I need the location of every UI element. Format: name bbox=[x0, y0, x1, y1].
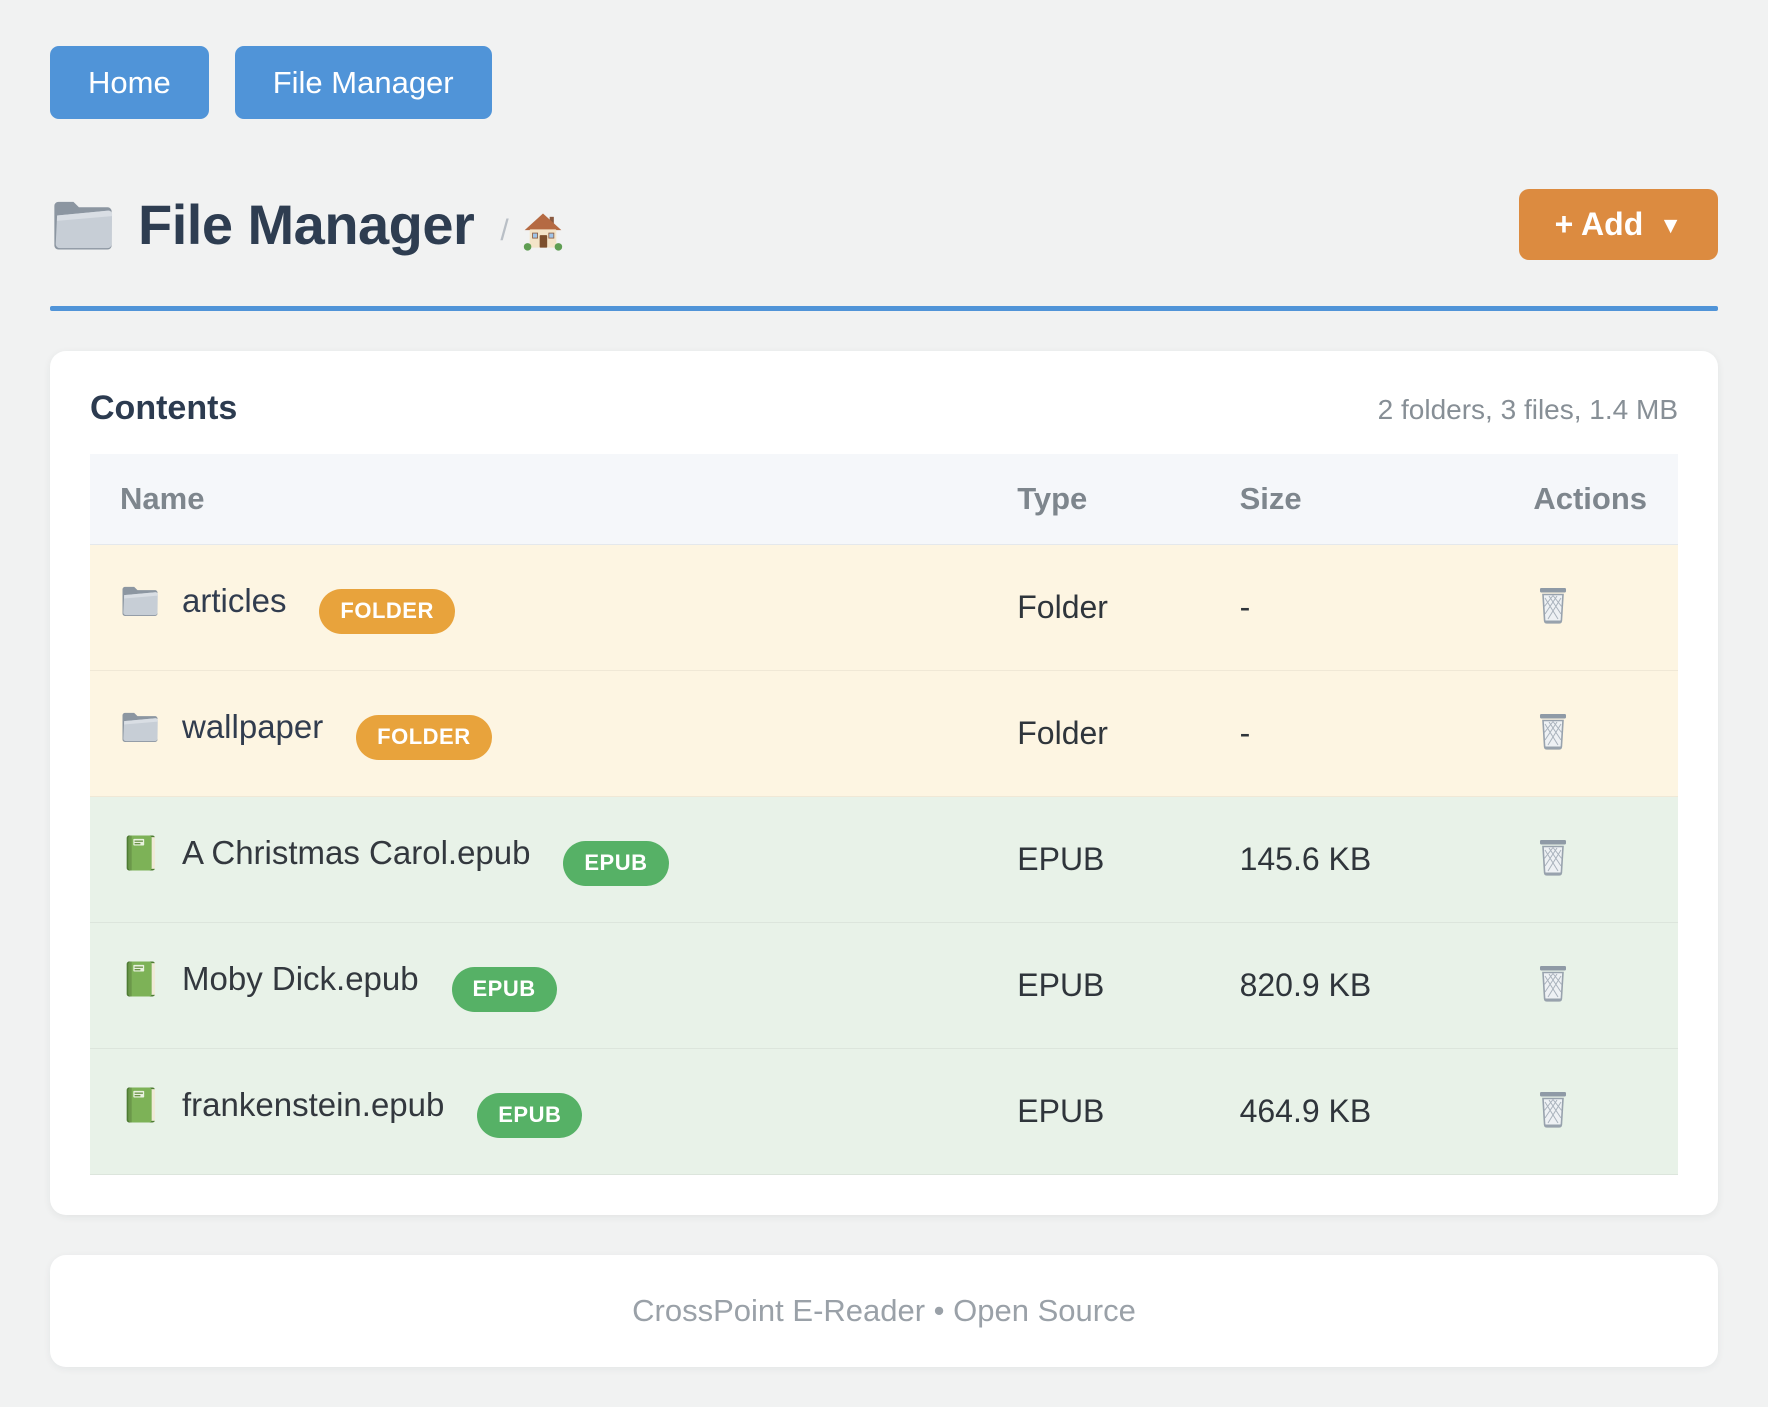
book-icon bbox=[120, 1085, 160, 1125]
type-cell: EPUB bbox=[987, 796, 1210, 924]
add-button[interactable]: + Add ▼ bbox=[1518, 189, 1718, 261]
item-name: wallpaper bbox=[182, 708, 324, 746]
actions-cell bbox=[1503, 922, 1678, 1050]
type-badge: EPUB bbox=[563, 841, 669, 887]
title-wrap: File Manager bbox=[50, 192, 475, 257]
name-cell: A Christmas Carol.epub EPUB bbox=[90, 796, 988, 924]
actions-cell bbox=[1503, 670, 1678, 798]
page-header: File Manager / + Add ▼ bbox=[50, 189, 1718, 261]
breadcrumb: / bbox=[500, 211, 562, 251]
type-cell: EPUB bbox=[987, 1048, 1210, 1176]
trash-icon bbox=[1535, 837, 1571, 877]
type-cell: EPUB bbox=[987, 922, 1210, 1050]
chevron-down-icon: ▼ bbox=[1659, 212, 1682, 239]
name-cell: frankenstein.epub EPUB bbox=[90, 1048, 988, 1176]
type-badge: EPUB bbox=[451, 967, 557, 1013]
table-row: Moby Dick.epub EPUB EPUB 820.9 KB bbox=[90, 922, 1678, 1050]
contents-card: Contents 2 folders, 3 files, 1.4 MB Name… bbox=[50, 351, 1718, 1216]
type-badge: EPUB bbox=[477, 1093, 583, 1139]
size-cell: 464.9 KB bbox=[1209, 1048, 1504, 1176]
home-nav-button[interactable]: Home bbox=[50, 46, 209, 120]
file-link[interactable]: Moby Dick.epub bbox=[120, 959, 419, 999]
folder-link[interactable]: wallpaper bbox=[120, 707, 323, 747]
actions-cell bbox=[1503, 544, 1678, 672]
footer-card: CrossPoint E-Reader • Open Source bbox=[50, 1255, 1718, 1368]
type-badge: FOLDER bbox=[319, 589, 455, 635]
book-icon bbox=[120, 833, 160, 873]
footer-text: CrossPoint E-Reader • Open Source bbox=[632, 1293, 1136, 1329]
column-header-type: Type bbox=[987, 454, 1210, 546]
folder-icon bbox=[120, 581, 160, 621]
delete-button[interactable] bbox=[1533, 583, 1573, 627]
column-header-actions: Actions bbox=[1503, 454, 1678, 546]
delete-button[interactable] bbox=[1533, 709, 1573, 753]
trash-icon bbox=[1535, 1089, 1571, 1129]
table-row: A Christmas Carol.epub EPUB EPUB 145.6 K… bbox=[90, 796, 1678, 924]
size-cell: 820.9 KB bbox=[1209, 922, 1504, 1050]
page-title: File Manager bbox=[138, 193, 475, 257]
add-button-label: + Add bbox=[1554, 206, 1644, 243]
folder-icon bbox=[50, 195, 116, 255]
delete-button[interactable] bbox=[1533, 1087, 1573, 1131]
breadcrumb-separator: / bbox=[500, 213, 509, 247]
header-divider bbox=[50, 306, 1718, 312]
file-link[interactable]: frankenstein.epub bbox=[120, 1085, 444, 1125]
size-cell: 145.6 KB bbox=[1209, 796, 1504, 924]
name-cell: Moby Dick.epub EPUB bbox=[90, 922, 988, 1050]
item-name: Moby Dick.epub bbox=[182, 960, 419, 998]
file-manager-nav-button[interactable]: File Manager bbox=[234, 46, 492, 120]
folder-link[interactable]: articles bbox=[120, 581, 287, 621]
size-cell: - bbox=[1209, 544, 1504, 672]
name-cell: wallpaper FOLDER bbox=[90, 670, 988, 798]
contents-title: Contents bbox=[90, 389, 238, 428]
item-name: A Christmas Carol.epub bbox=[182, 834, 531, 872]
top-nav: Home File Manager bbox=[50, 46, 1718, 120]
trash-icon bbox=[1535, 711, 1571, 751]
delete-button[interactable] bbox=[1533, 961, 1573, 1005]
trash-icon bbox=[1535, 585, 1571, 625]
column-header-name: Name bbox=[90, 454, 988, 546]
actions-cell bbox=[1503, 796, 1678, 924]
contents-summary: 2 folders, 3 files, 1.4 MB bbox=[1377, 394, 1678, 426]
house-icon[interactable] bbox=[523, 211, 563, 251]
name-cell: articles FOLDER bbox=[90, 544, 988, 672]
type-badge: FOLDER bbox=[356, 715, 492, 761]
file-link[interactable]: A Christmas Carol.epub bbox=[120, 833, 530, 873]
table-row: frankenstein.epub EPUB EPUB 464.9 KB bbox=[90, 1048, 1678, 1176]
delete-button[interactable] bbox=[1533, 835, 1573, 879]
table-row: articles FOLDER Folder - bbox=[90, 544, 1678, 672]
type-cell: Folder bbox=[987, 670, 1210, 798]
book-icon bbox=[120, 959, 160, 999]
contents-card-header: Contents 2 folders, 3 files, 1.4 MB bbox=[90, 389, 1678, 428]
column-header-size: Size bbox=[1209, 454, 1504, 546]
trash-icon bbox=[1535, 963, 1571, 1003]
size-cell: - bbox=[1209, 670, 1504, 798]
item-name: articles bbox=[182, 582, 287, 620]
table-header-row: Name Type Size Actions bbox=[90, 454, 1678, 546]
table-row: wallpaper FOLDER Folder - bbox=[90, 670, 1678, 798]
file-table: Name Type Size Actions articles FOLDER F… bbox=[90, 454, 1678, 1176]
actions-cell bbox=[1503, 1048, 1678, 1176]
folder-icon bbox=[120, 707, 160, 747]
item-name: frankenstein.epub bbox=[182, 1086, 445, 1124]
type-cell: Folder bbox=[987, 544, 1210, 672]
